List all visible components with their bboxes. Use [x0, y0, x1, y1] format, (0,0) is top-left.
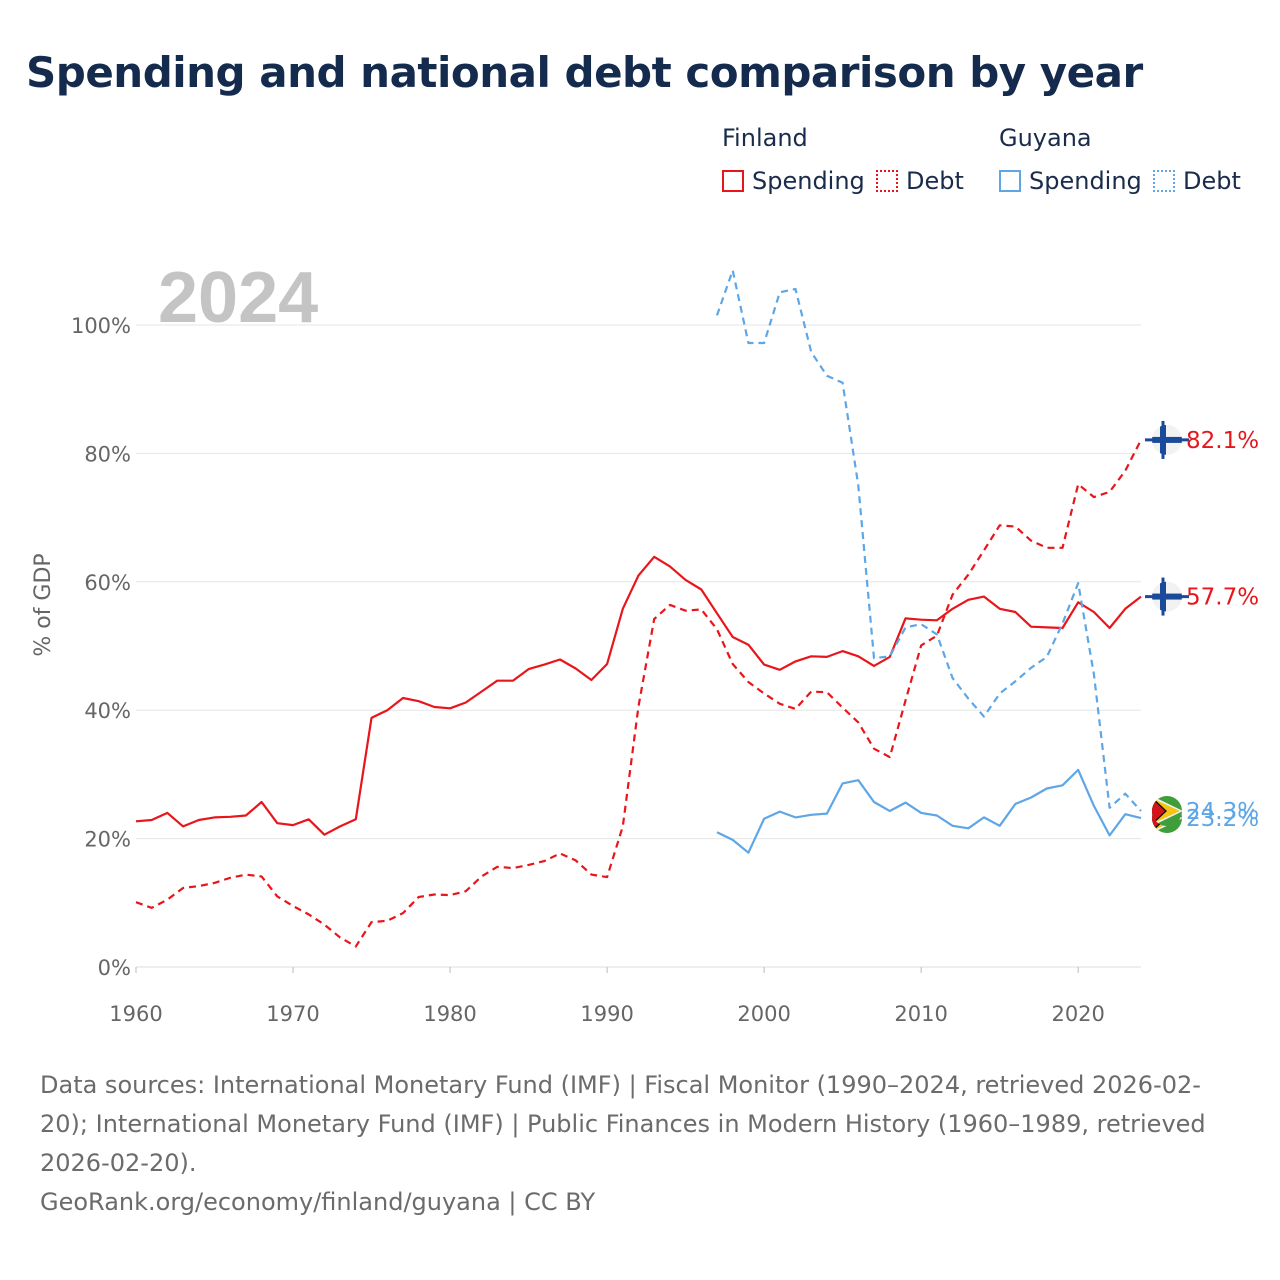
solid-swatch-icon [999, 170, 1021, 192]
guyana-flag-body [1152, 795, 1182, 826]
y-tick-label: 60% [84, 571, 131, 595]
legend-guyana-spending[interactable]: Spending [999, 166, 1142, 196]
y-tick-label: 80% [84, 442, 131, 466]
end-markers: 57.7% 82.1% 23.2%24.3% [1145, 420, 1259, 834]
finland-flag-icon [1145, 420, 1189, 459]
series-line-finland-spending [135, 555, 1142, 836]
gridlines [136, 324, 1141, 968]
x-tick-label: 2000 [737, 1002, 790, 1026]
x-tick-label: 1970 [266, 1002, 319, 1026]
axis-ticks: 0% 20% 40% 60% 80% 100% 1960 1970 1980 1990 2000 20… [71, 314, 1105, 1026]
series-line-finland-debt [135, 439, 1142, 948]
end-value-label: 23.2% [1186, 806, 1259, 832]
solid-swatch-icon [722, 170, 744, 192]
y-axis-label: % of GDP [31, 553, 56, 656]
guyana-flag-icon [1152, 795, 1182, 826]
end-value-label: 82.1% [1186, 428, 1259, 454]
x-tick-label: 1980 [423, 1002, 476, 1026]
y-tick-label: 100% [71, 314, 131, 338]
legend-guyana-spending-label: Spending [1029, 167, 1142, 195]
finland-flag-icon [1145, 577, 1189, 616]
year-watermark: 2024 [158, 258, 318, 338]
legend-finland-debt-label: Debt [906, 167, 964, 195]
end-value-label: 57.7% [1186, 585, 1259, 611]
legend-finland-spending[interactable]: Spending [722, 166, 865, 196]
series-line-guyana-debt [715, 269, 1142, 812]
dotted-swatch-icon [1153, 170, 1175, 192]
legend-guyana-debt[interactable]: Debt [1153, 166, 1241, 196]
credit-link[interactable]: GeoRank.org/economy/finland/guyana | CC … [40, 1188, 596, 1216]
footer: Data sources: International Monetary Fun… [40, 1066, 1240, 1222]
flag-red-triangle [1152, 798, 1165, 823]
legend-finland-debt[interactable]: Debt [876, 166, 964, 196]
series-lines [135, 269, 1142, 948]
legend-guyana-debt-label: Debt [1183, 167, 1241, 195]
legend-group-finland: Finland [722, 124, 808, 152]
series-line-guyana-spending [716, 768, 1142, 854]
y-tick-label: 20% [84, 828, 131, 852]
y-tick-label: 0% [98, 956, 131, 980]
data-sources: Data sources: International Monetary Fun… [40, 1071, 1206, 1177]
x-tick-label: 1990 [580, 1002, 633, 1026]
end-value-label: 24.3% [1186, 799, 1259, 825]
y-tick-label: 40% [84, 699, 131, 723]
chart-title: Spending and national debt comparison by… [26, 48, 1143, 97]
x-tick-label: 2020 [1051, 1002, 1104, 1026]
x-tick-label: 2010 [894, 1002, 947, 1026]
line-chart: 2024 % of GDP 0% 20% 40% 60% 80% 100% 1960 1970… [31, 258, 1259, 1026]
x-tick-label: 1960 [109, 1002, 162, 1026]
legend-finland-spending-label: Spending [752, 167, 865, 195]
dotted-swatch-icon [876, 170, 898, 192]
legend-group-guyana: Guyana [999, 124, 1092, 152]
